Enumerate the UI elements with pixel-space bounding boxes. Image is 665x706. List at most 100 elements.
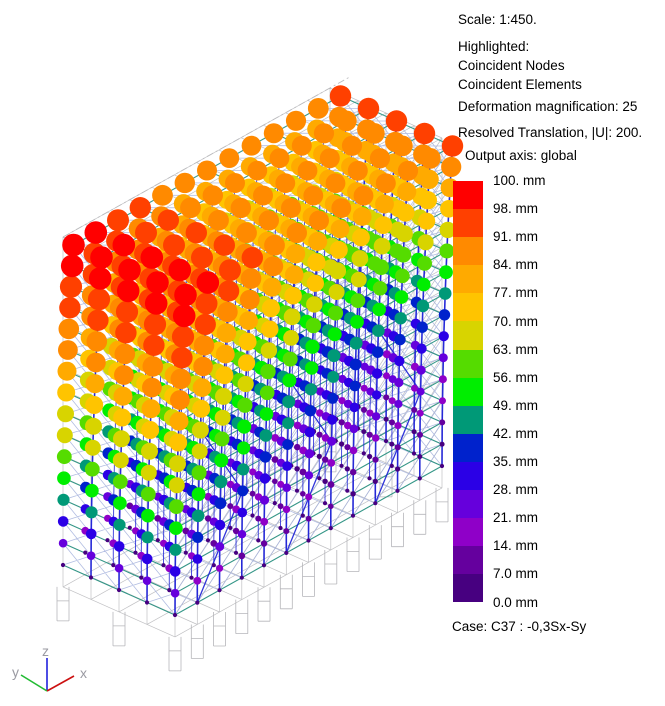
- node: [56, 427, 73, 444]
- node: [319, 148, 340, 169]
- output-axis-annotation: Output axis: global: [465, 148, 577, 163]
- node: [189, 575, 194, 580]
- node: [118, 258, 141, 282]
- node: [259, 429, 273, 442]
- node: [282, 373, 297, 388]
- x-axis-label: x: [80, 665, 87, 681]
- node: [218, 280, 240, 302]
- node: [330, 219, 350, 239]
- node: [418, 191, 437, 210]
- node: [258, 210, 279, 231]
- legend-band: [453, 518, 483, 547]
- node: [191, 443, 208, 460]
- node: [322, 478, 328, 484]
- node: [391, 135, 413, 157]
- node: [441, 135, 464, 157]
- node: [253, 185, 273, 206]
- node: [232, 527, 240, 535]
- node: [375, 173, 396, 194]
- node: [305, 493, 313, 501]
- node: [260, 342, 278, 359]
- node: [216, 323, 237, 343]
- node: [217, 588, 222, 593]
- node: [239, 575, 244, 580]
- node: [140, 246, 164, 269]
- node: [142, 356, 164, 377]
- node: [193, 576, 202, 585]
- node: [371, 346, 384, 358]
- model-lines: [56, 437, 449, 672]
- node: [306, 296, 323, 313]
- node: [191, 509, 205, 523]
- node: [169, 411, 189, 431]
- node: [113, 518, 126, 531]
- node: [417, 256, 432, 271]
- node: [316, 453, 322, 459]
- node: [372, 324, 385, 338]
- node: [192, 399, 211, 418]
- resolved-translation-annotation: Resolved Translation, |U|: 200.: [458, 125, 643, 140]
- node: [308, 231, 328, 251]
- node: [90, 246, 113, 269]
- node: [313, 123, 335, 144]
- node: [417, 234, 434, 251]
- node: [395, 246, 412, 263]
- node: [327, 349, 341, 363]
- y-axis-label: y: [12, 664, 19, 680]
- node: [439, 463, 445, 469]
- node: [389, 441, 395, 447]
- node: [397, 182, 417, 202]
- legend-band: [453, 461, 483, 491]
- node: [416, 343, 427, 354]
- node: [282, 395, 296, 409]
- node: [58, 318, 80, 340]
- node: [347, 160, 368, 181]
- node: [363, 122, 385, 144]
- node: [304, 383, 318, 396]
- node: [58, 340, 78, 360]
- node: [215, 387, 232, 405]
- node: [305, 339, 320, 354]
- node: [141, 508, 155, 523]
- node: [272, 501, 277, 506]
- node: [214, 519, 226, 531]
- node: [373, 237, 391, 255]
- legend-band: [453, 237, 483, 266]
- node: [239, 289, 260, 310]
- node: [113, 496, 127, 511]
- node: [227, 503, 234, 510]
- node: [230, 197, 251, 219]
- node: [394, 444, 401, 451]
- node: [56, 449, 72, 465]
- node: [416, 387, 425, 396]
- node: [307, 253, 326, 272]
- node: [116, 279, 140, 303]
- node: [417, 431, 423, 438]
- node: [214, 431, 230, 447]
- node: [361, 451, 366, 456]
- node: [439, 441, 445, 447]
- node: [344, 466, 350, 472]
- node: [88, 575, 94, 580]
- node: [411, 429, 417, 435]
- node: [214, 475, 228, 489]
- node: [194, 313, 216, 335]
- node: [237, 485, 249, 497]
- node: [394, 312, 407, 325]
- node: [183, 550, 188, 555]
- node: [263, 256, 284, 277]
- node: [349, 446, 358, 455]
- node: [211, 563, 216, 568]
- node: [238, 332, 257, 351]
- node: [259, 407, 274, 421]
- legend-band: [453, 293, 483, 322]
- node: [219, 259, 241, 282]
- node: [372, 478, 378, 484]
- node: [329, 262, 347, 280]
- node: [192, 554, 203, 564]
- node: [331, 198, 352, 219]
- node: [215, 366, 234, 385]
- node: [294, 443, 301, 451]
- node: [127, 525, 132, 530]
